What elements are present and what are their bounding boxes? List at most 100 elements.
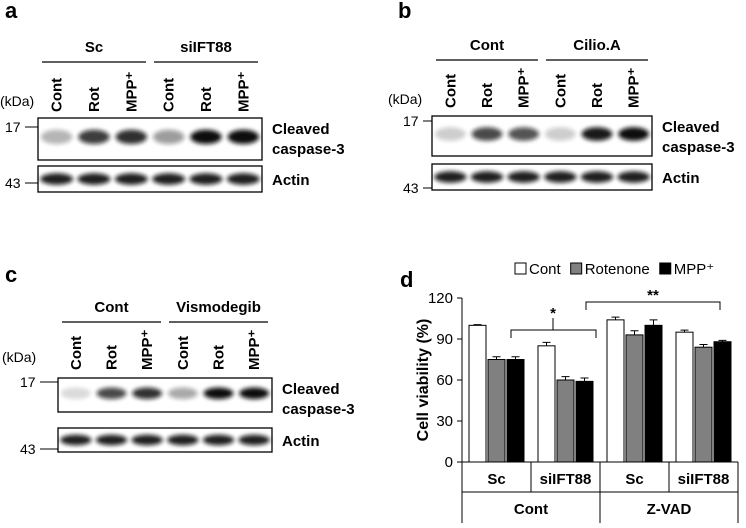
group-label: Cont bbox=[470, 37, 504, 54]
lane-label: Cont bbox=[552, 74, 569, 108]
group-label: Z-VAD bbox=[647, 501, 692, 518]
lane-label: MPP⁺ bbox=[123, 71, 140, 112]
band bbox=[167, 387, 198, 400]
error-bar bbox=[542, 341, 551, 346]
lane-label: MPP⁺ bbox=[246, 329, 263, 370]
lane-label: Cont bbox=[442, 74, 459, 108]
bracket bbox=[585, 301, 721, 310]
bar bbox=[644, 324, 663, 463]
error-bar bbox=[473, 324, 482, 326]
lane-label: MPP⁺ bbox=[626, 67, 643, 108]
band bbox=[132, 387, 163, 400]
lane-label: Rot bbox=[104, 345, 121, 370]
error-bar bbox=[699, 343, 708, 348]
band bbox=[618, 127, 650, 141]
band bbox=[507, 171, 540, 183]
blot-frame bbox=[37, 117, 263, 161]
band bbox=[77, 173, 111, 185]
band bbox=[96, 387, 127, 400]
band-label: Cleaved bbox=[662, 119, 720, 136]
group-label: Sc bbox=[85, 39, 103, 56]
y-tick-label: 30 bbox=[436, 413, 453, 430]
legend-label: MPP⁺ bbox=[674, 261, 714, 278]
band bbox=[471, 127, 503, 141]
blot-frame bbox=[37, 165, 263, 193]
band-label: Actin bbox=[282, 433, 320, 450]
bar bbox=[468, 324, 487, 463]
band bbox=[434, 127, 466, 141]
blot-frame bbox=[57, 427, 273, 453]
band bbox=[40, 173, 74, 185]
error-bar bbox=[649, 319, 658, 326]
band bbox=[226, 173, 260, 185]
band bbox=[131, 434, 163, 446]
band bbox=[189, 173, 223, 185]
lane-label: Cont bbox=[161, 78, 178, 112]
lane-label: Rot bbox=[86, 87, 103, 112]
band bbox=[580, 171, 614, 183]
band bbox=[581, 127, 613, 141]
band bbox=[60, 434, 92, 446]
x-tick-label: siIFT88 bbox=[678, 471, 730, 488]
group-label: Cont bbox=[514, 501, 548, 518]
lane-label: MPP⁺ bbox=[516, 67, 533, 108]
band bbox=[190, 129, 222, 145]
band bbox=[95, 434, 128, 446]
annotation: ** bbox=[647, 287, 659, 304]
legend-swatch bbox=[514, 262, 527, 275]
x-tick-label: siIFT88 bbox=[540, 471, 592, 488]
kda-label: (kDa) bbox=[388, 91, 422, 107]
bar bbox=[606, 319, 625, 463]
band bbox=[60, 387, 91, 400]
band bbox=[617, 171, 650, 183]
legend-label: Cont bbox=[529, 261, 562, 278]
y-tick-label: 90 bbox=[436, 331, 453, 348]
lane-label: MPP⁺ bbox=[235, 71, 252, 112]
bar bbox=[694, 346, 713, 463]
band bbox=[40, 129, 73, 145]
error-bar bbox=[718, 339, 727, 342]
error-bar bbox=[492, 356, 501, 360]
band bbox=[115, 129, 148, 145]
band-label: caspase-3 bbox=[662, 139, 735, 156]
marker-label: 43 bbox=[403, 180, 419, 196]
band-label: Actin bbox=[272, 172, 310, 189]
significance-brackets bbox=[510, 301, 721, 338]
bar bbox=[537, 345, 556, 463]
marker-label: 43 bbox=[20, 441, 36, 457]
lane-label: Rot bbox=[198, 87, 215, 112]
y-tick-label: 0 bbox=[445, 454, 453, 471]
annotation: * bbox=[550, 305, 556, 322]
x-tick-label: Sc bbox=[625, 471, 643, 488]
blot-frame bbox=[431, 115, 653, 157]
band bbox=[78, 129, 110, 145]
panel-label: a bbox=[5, 0, 18, 23]
band bbox=[202, 434, 235, 446]
group-label: Cilio.A bbox=[573, 37, 621, 54]
blot-frame bbox=[57, 377, 273, 413]
bar bbox=[675, 331, 694, 463]
bar bbox=[506, 359, 525, 463]
band bbox=[238, 434, 270, 446]
error-bar bbox=[561, 376, 570, 380]
band bbox=[227, 129, 260, 145]
lane-label: Cont bbox=[175, 336, 192, 370]
group-label: siIFT88 bbox=[180, 39, 232, 56]
x-tick-label: Sc bbox=[487, 471, 505, 488]
band bbox=[544, 127, 576, 141]
bar bbox=[625, 334, 644, 463]
legend-swatch bbox=[659, 262, 672, 275]
band bbox=[203, 387, 234, 400]
band bbox=[152, 173, 186, 185]
bar bbox=[575, 380, 594, 463]
error-bar bbox=[580, 377, 589, 382]
band bbox=[152, 129, 185, 145]
error-bar bbox=[630, 330, 639, 335]
band-label: Cleaved bbox=[282, 381, 340, 398]
legend-label: Rotenone bbox=[585, 261, 650, 278]
y-tick-label: 120 bbox=[428, 290, 453, 307]
lane-label: Rot bbox=[479, 83, 496, 108]
group-label: Vismodegib bbox=[176, 299, 261, 316]
band-label: Cleaved bbox=[272, 121, 330, 138]
band bbox=[544, 171, 577, 183]
